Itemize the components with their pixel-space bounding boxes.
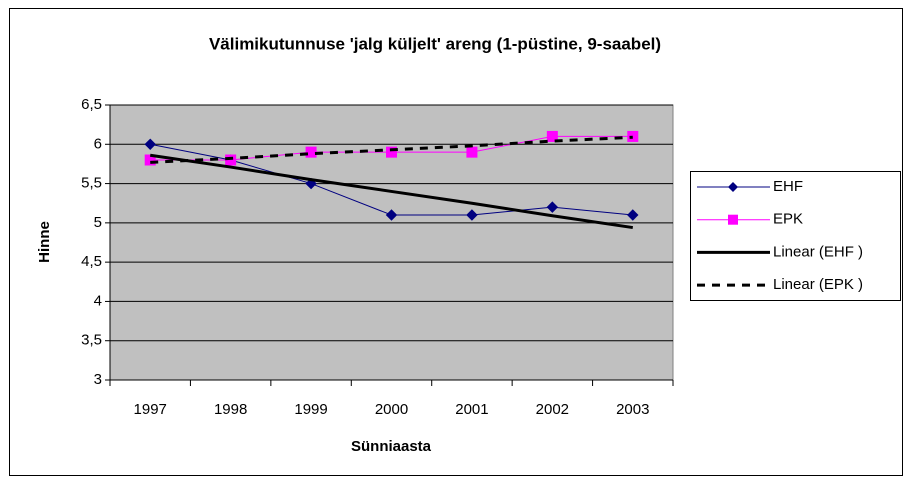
x-tick-label: 1998	[214, 401, 247, 418]
x-tick-label: 2002	[536, 401, 569, 418]
y-tick-label: 6	[94, 135, 102, 152]
x-axis-label: Sünniaasta	[351, 438, 432, 455]
y-tick-label: 3	[94, 371, 102, 388]
y-axis-label: Hinne	[36, 221, 53, 263]
data-point	[386, 146, 397, 158]
legend-label: Linear (EHF )	[773, 243, 863, 260]
legend-label: Linear (EPK )	[773, 276, 863, 293]
legend-box	[690, 171, 901, 301]
series-line	[149, 153, 634, 230]
legend-label: EPK	[773, 211, 803, 228]
legend-marker	[728, 214, 738, 225]
x-tick-label: 1997	[134, 401, 167, 418]
data-point	[144, 154, 156, 166]
x-tick-label: 2001	[455, 401, 488, 418]
legend-marker	[728, 182, 738, 192]
data-point	[305, 146, 317, 158]
x-tick-label: 1999	[294, 401, 327, 418]
data-point	[546, 201, 559, 213]
y-tick-label: 4	[94, 292, 102, 309]
data-point	[385, 209, 398, 221]
data-point	[627, 209, 639, 221]
y-tick-label: 5,5	[81, 175, 102, 192]
y-tick-label: 6,5	[81, 96, 102, 113]
data-point	[466, 209, 478, 221]
data-point	[144, 138, 156, 150]
plot-area	[109, 104, 674, 381]
legend-label: EHF	[773, 178, 803, 195]
series-line	[150, 135, 633, 164]
data-point	[546, 130, 558, 142]
y-tick-label: 5	[94, 214, 102, 231]
y-tick-label: 4,5	[81, 253, 102, 270]
x-tick-label: 2000	[375, 401, 408, 418]
data-point	[627, 130, 639, 142]
x-tick-label: 2003	[616, 401, 649, 418]
data-point	[466, 146, 478, 158]
chart-title: Välimikutunnuse 'jalg küljelt' areng (1-…	[209, 34, 661, 53]
y-tick-label: 3,5	[81, 332, 102, 349]
